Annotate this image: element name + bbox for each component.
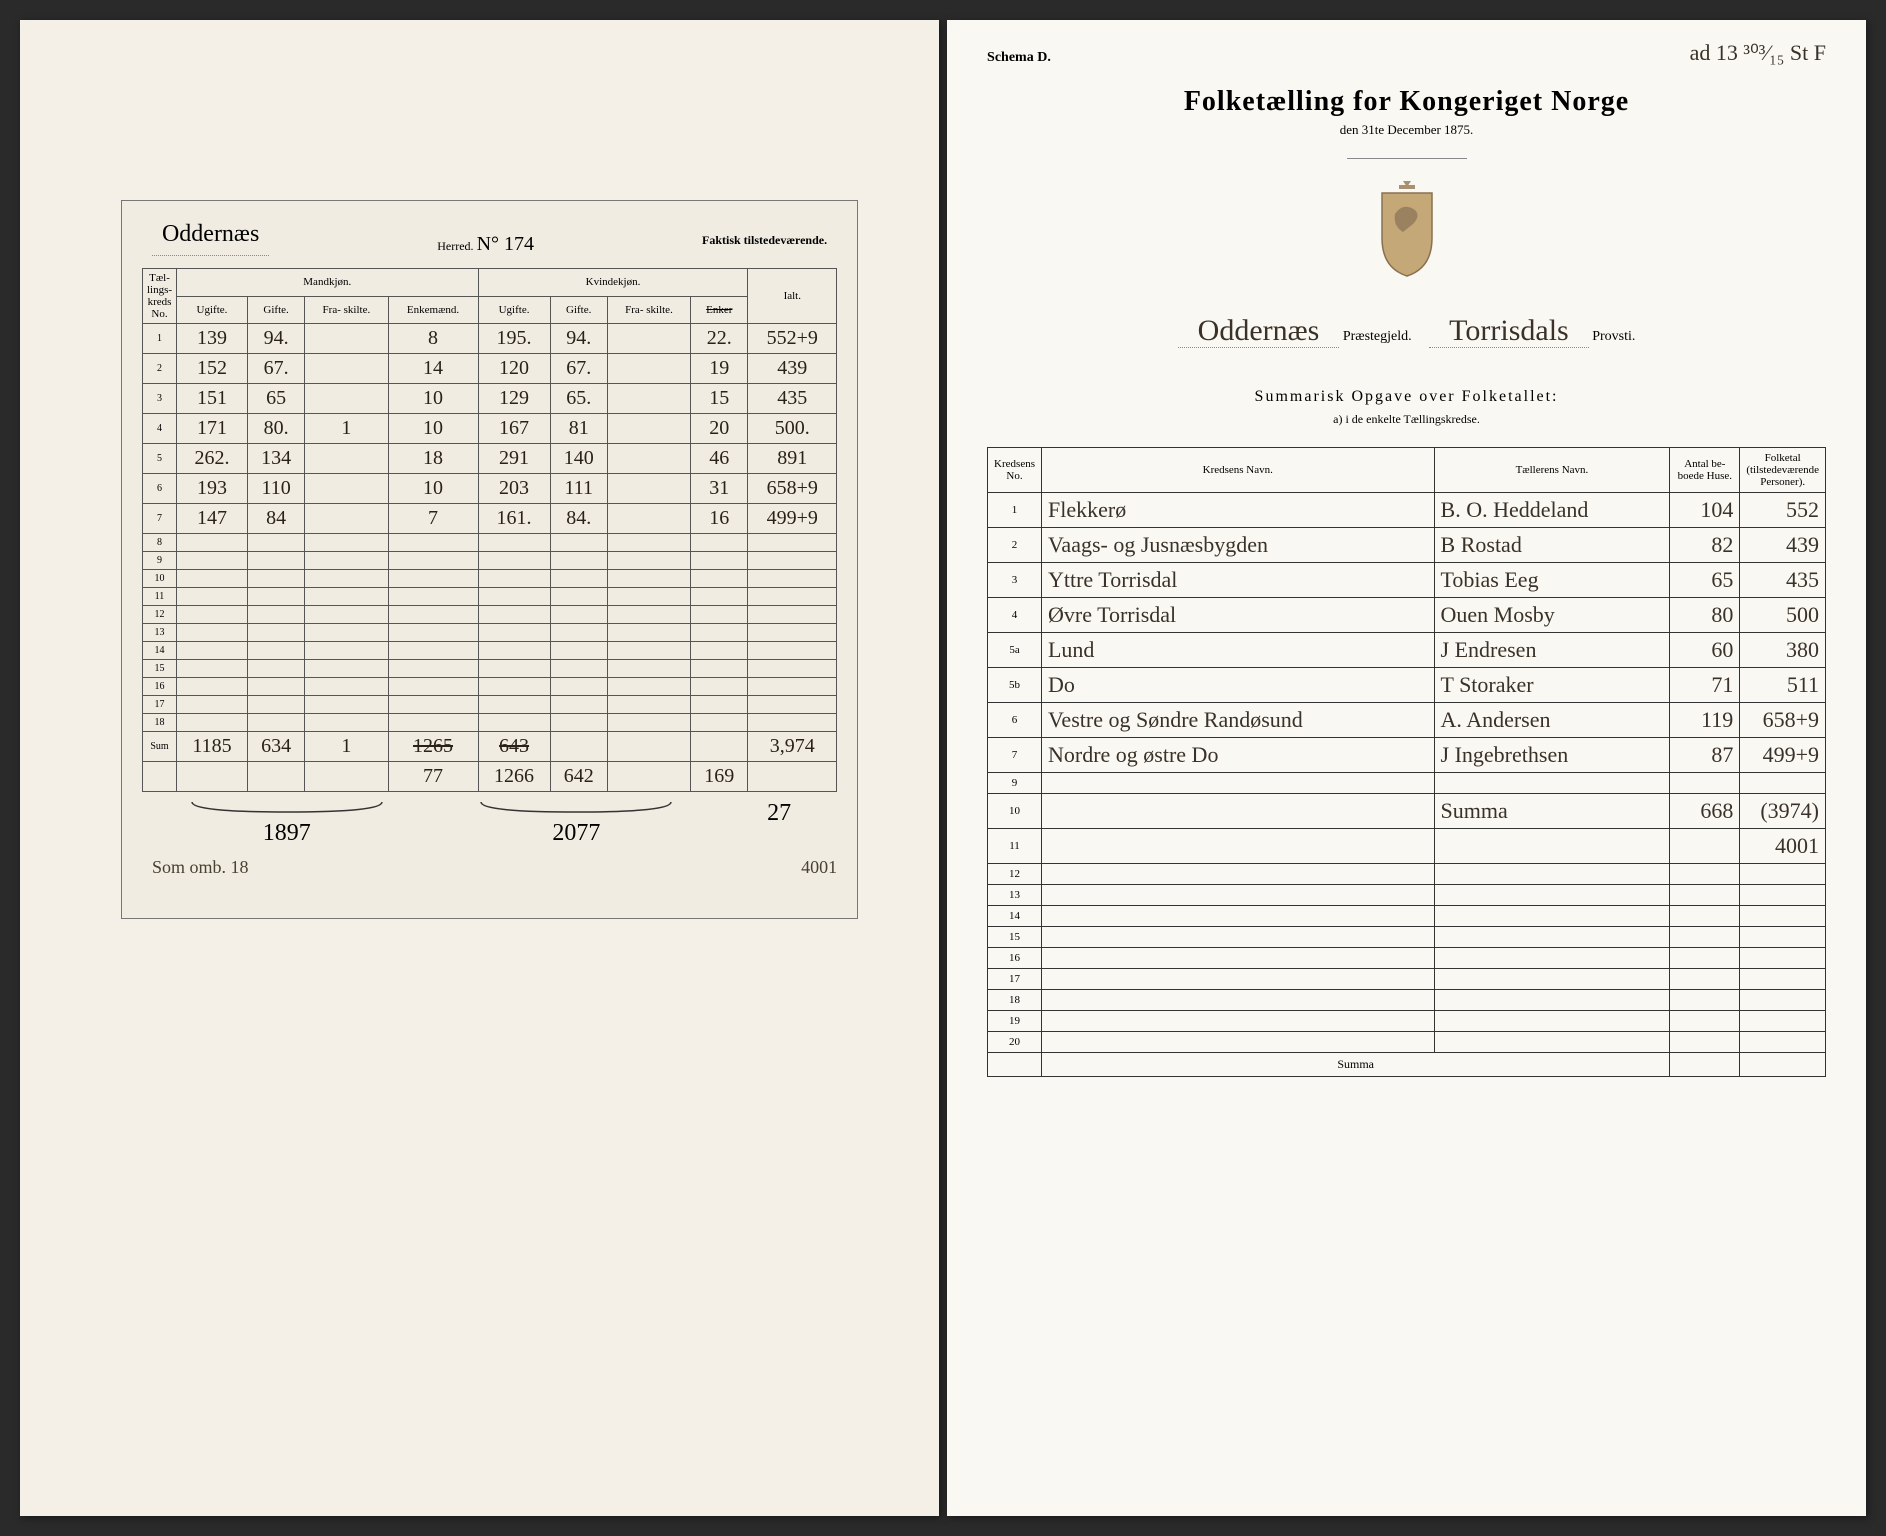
tally-row: 13 xyxy=(142,624,836,642)
subheader-row: Ugifte. Gifte. Fra- skilte. Enkemænd. Ug… xyxy=(142,296,836,324)
census-row: 15 xyxy=(988,927,1826,948)
tally-row: 15 xyxy=(142,660,836,678)
census-row: 10Summa668(3974) xyxy=(988,794,1826,829)
footnote: Som omb. 18 4001 xyxy=(142,857,837,878)
census-row: 5bDoT Storaker71511 xyxy=(988,668,1826,703)
col-kvindekjon: Kvindekjøn. xyxy=(478,269,748,297)
tally-row: 9 xyxy=(142,552,836,570)
census-row: 17 xyxy=(988,969,1826,990)
th-no: Kredsens No. xyxy=(988,448,1042,493)
tally-row: 16 xyxy=(142,678,836,696)
parish-name: Oddernæs xyxy=(1178,314,1340,348)
tally-row: 18 xyxy=(142,714,836,732)
census-row: 16 xyxy=(988,948,1826,969)
tally-table: Tæl- lings- kreds No. Mandkjøn. Kvindekj… xyxy=(142,268,837,792)
census-row: 19 xyxy=(988,1011,1826,1032)
brace-icon xyxy=(476,800,676,820)
sum-row: Sum 1185 634 1 1265 643 3,974 xyxy=(142,732,836,762)
herred-name: Oddernæs xyxy=(152,221,269,256)
census-row: 2Vaags- og JusnæsbygdenB Rostad82439 xyxy=(988,528,1826,563)
tally-row: 417180.1101678120500. xyxy=(142,414,836,444)
census-row: 1FlekkerøB. O. Heddeland104552 xyxy=(988,493,1826,528)
census-row: 4Øvre TorrisdalOuen Mosby80500 xyxy=(988,598,1826,633)
tally-row: 5262.1341829114046891 xyxy=(142,444,836,474)
herred-label: Herred. N° 174 xyxy=(437,221,534,256)
document-spread: Oddernæs Herred. N° 174 Faktisk tilstede… xyxy=(20,20,1866,1516)
faktisk-label: Faktisk tilstedeværende. xyxy=(702,221,827,256)
census-row: 13 xyxy=(988,885,1826,906)
th-huse: Antal be- boede Huse. xyxy=(1670,448,1740,493)
summary-title: Summarisk Opgave over Folketallet: xyxy=(987,388,1826,406)
tally-row: 14 xyxy=(142,642,836,660)
left-page: Oddernæs Herred. N° 174 Faktisk tilstede… xyxy=(20,20,939,1516)
census-row: 114001 xyxy=(988,829,1826,864)
tally-row: 17 xyxy=(142,696,836,714)
divider xyxy=(1347,158,1467,159)
coat-of-arms xyxy=(987,179,1826,284)
brace-icon xyxy=(187,800,387,820)
tally-row: 12 xyxy=(142,606,836,624)
census-table: Kredsens No. Kredsens Navn. Tællerens Na… xyxy=(987,447,1826,1077)
crest-icon xyxy=(1367,179,1447,279)
tally-row: 61931101020311131658+9 xyxy=(142,474,836,504)
tally-row: 10 xyxy=(142,570,836,588)
tally-row: 7147847161.84.16499+9 xyxy=(142,504,836,534)
col-mandkjon: Mandkjøn. xyxy=(177,269,479,297)
summa-row: Summa xyxy=(988,1053,1826,1077)
census-row: 6Vestre og Søndre RandøsundA. Andersen11… xyxy=(988,703,1826,738)
tally-row: 113994.8195.94.22.552+9 xyxy=(142,324,836,354)
census-row: 12 xyxy=(988,864,1826,885)
census-row: 3Yttre TorrisdalTobias Eeg65435 xyxy=(988,563,1826,598)
tally-header: Oddernæs Herred. N° 174 Faktisk tilstede… xyxy=(142,221,837,256)
tally-row: 8 xyxy=(142,534,836,552)
census-row: 14 xyxy=(988,906,1826,927)
sum-row-2: 77 1266 642 169 xyxy=(142,762,836,792)
th-taeller: Tællerens Navn. xyxy=(1434,448,1670,493)
census-row: 9 xyxy=(988,773,1826,794)
corner-note: ad 13 ³⁰³⁄₁₅ St F xyxy=(1690,40,1826,66)
col-ialt: Ialt. xyxy=(748,269,837,324)
brace-totals: 1897 2077 27 xyxy=(142,800,837,847)
census-row: 20 xyxy=(988,1032,1826,1053)
col-no: Tæl- lings- kreds No. xyxy=(142,269,176,324)
subtitle: den 31te December 1875. xyxy=(987,122,1826,138)
census-row: 5aLundJ Endresen60380 xyxy=(988,633,1826,668)
tally-row: 215267.1412067.19439 xyxy=(142,354,836,384)
tally-row: 11 xyxy=(142,588,836,606)
main-title: Folketælling for Kongeriget Norge xyxy=(987,86,1826,118)
summary-sub: a) i de enkelte Tællingskredse. xyxy=(987,412,1826,427)
tally-row: 3151651012965.15435 xyxy=(142,384,836,414)
tally-sheet: Oddernæs Herred. N° 174 Faktisk tilstede… xyxy=(121,200,858,919)
parish-line: Oddernæs Præstegjeld. Torrisdals Provsti… xyxy=(987,314,1826,348)
census-row: 7Nordre og østre DoJ Ingebrethsen87499+9 xyxy=(988,738,1826,773)
census-row: 18 xyxy=(988,990,1826,1011)
provsti-name: Torrisdals xyxy=(1429,314,1589,348)
th-folketal: Folketal (tilstedeværende Personer). xyxy=(1740,448,1826,493)
th-navn: Kredsens Navn. xyxy=(1041,448,1434,493)
right-page: Schema D. ad 13 ³⁰³⁄₁₅ St F Folketælling… xyxy=(947,20,1866,1516)
